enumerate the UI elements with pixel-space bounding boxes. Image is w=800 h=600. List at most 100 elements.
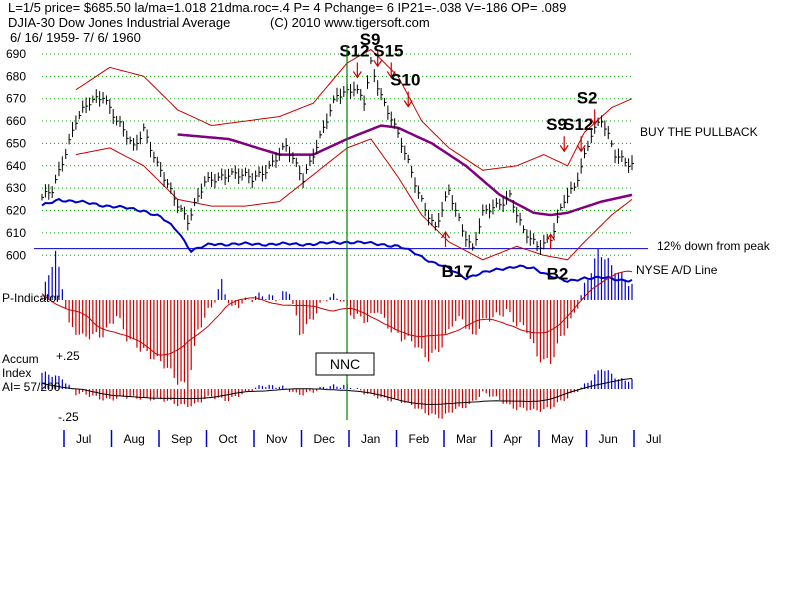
price-bar xyxy=(329,103,333,117)
price-bar xyxy=(367,75,370,89)
price-bar xyxy=(312,148,316,165)
price-bar xyxy=(339,88,343,104)
price-bar xyxy=(455,202,458,217)
price-bar xyxy=(617,148,621,165)
price-bar xyxy=(631,155,634,171)
y-tick-670: 670 xyxy=(6,92,26,106)
price-bar xyxy=(414,177,417,193)
price-bar xyxy=(234,165,238,179)
signal-s2-label: S2 xyxy=(577,88,598,107)
price-bar xyxy=(309,155,312,167)
price-bar xyxy=(604,120,607,137)
y-tick-600: 600 xyxy=(6,248,26,262)
price-bar xyxy=(88,97,92,111)
price-bar xyxy=(495,197,499,208)
signal-s10-label: S10 xyxy=(390,71,420,90)
price-bar xyxy=(109,99,112,114)
price-bar xyxy=(336,87,339,102)
price-bar xyxy=(261,166,265,182)
signal-s15-label: S15 xyxy=(373,41,403,60)
price-bar xyxy=(377,80,380,96)
price-bar xyxy=(587,140,590,152)
price-bar xyxy=(55,174,58,184)
price-bar xyxy=(560,203,563,211)
price-bar xyxy=(577,172,580,187)
buy-pullback-note: BUY THE PULLBACK xyxy=(640,125,758,139)
price-bar xyxy=(302,173,306,189)
price-bar xyxy=(326,113,329,130)
nnc-label: NNC xyxy=(330,356,360,372)
price-bar xyxy=(41,193,44,201)
price-bar xyxy=(512,200,516,213)
twelve-pct-label: 12% down from peak xyxy=(657,239,771,253)
price-bar xyxy=(404,145,407,161)
signal-arrow-head xyxy=(590,118,600,126)
price-bar xyxy=(183,206,187,220)
price-bar xyxy=(322,120,326,134)
price-bar xyxy=(492,199,495,215)
price-bar xyxy=(51,186,55,199)
price-bar xyxy=(451,195,455,211)
month-label-jul: Jul xyxy=(646,432,661,446)
price-bar xyxy=(143,123,146,132)
price-bar xyxy=(85,97,89,114)
price-bar xyxy=(411,165,414,178)
price-bar xyxy=(516,207,519,223)
price-bar xyxy=(563,195,567,209)
price-bar xyxy=(190,208,194,221)
y-tick-690: 690 xyxy=(6,47,26,61)
price-bar xyxy=(441,201,445,218)
price-bar xyxy=(244,167,248,177)
month-label-jun: Jun xyxy=(599,432,618,446)
p-indicator-label: P-Indicator xyxy=(2,291,60,305)
price-bar xyxy=(58,161,61,177)
price-bar xyxy=(573,182,577,191)
price-bar xyxy=(529,230,533,246)
price-bar xyxy=(539,239,543,256)
y-tick-680: 680 xyxy=(6,69,26,83)
price-bar xyxy=(204,176,207,187)
price-bar xyxy=(570,181,573,194)
price-bar xyxy=(278,147,282,161)
price-bar xyxy=(119,115,122,127)
price-bar xyxy=(305,164,309,174)
price-bar xyxy=(482,204,485,216)
month-label-jan: Jan xyxy=(361,432,380,446)
price-bar xyxy=(387,105,390,120)
price-bar xyxy=(478,218,482,234)
price-bar xyxy=(624,157,628,167)
price-bar xyxy=(407,154,411,164)
accum-average xyxy=(41,378,633,405)
price-bar xyxy=(628,158,631,173)
price-bar xyxy=(282,142,285,151)
price-bar xyxy=(61,156,65,172)
price-bar xyxy=(166,178,170,189)
price-bar xyxy=(458,213,462,222)
p-indicator-average xyxy=(41,270,633,356)
price-bar xyxy=(65,148,68,160)
price-bar xyxy=(475,231,479,246)
signal-arrow-head xyxy=(352,71,362,79)
ad-line-label: NYSE A/D Line xyxy=(636,263,718,277)
price-bar xyxy=(292,152,295,164)
price-bar xyxy=(350,83,353,99)
price-bar xyxy=(241,168,245,181)
upper-band xyxy=(75,48,633,171)
price-bar xyxy=(522,225,526,234)
price-bar xyxy=(112,109,116,125)
price-bar xyxy=(421,194,424,202)
month-label-aug: Aug xyxy=(124,432,145,446)
price-bar xyxy=(122,121,126,137)
price-bar xyxy=(431,213,434,226)
price-bar xyxy=(360,88,363,101)
price-bar xyxy=(160,162,163,178)
price-bar xyxy=(499,198,502,210)
ad-line-layer xyxy=(41,197,633,283)
price-bar xyxy=(197,188,200,203)
price-bar xyxy=(295,157,299,168)
price-bar xyxy=(275,152,278,168)
price-bar xyxy=(153,151,156,163)
accum-top-tick: +.25 xyxy=(56,349,80,363)
price-bar xyxy=(150,141,153,158)
price-bar xyxy=(580,158,584,174)
